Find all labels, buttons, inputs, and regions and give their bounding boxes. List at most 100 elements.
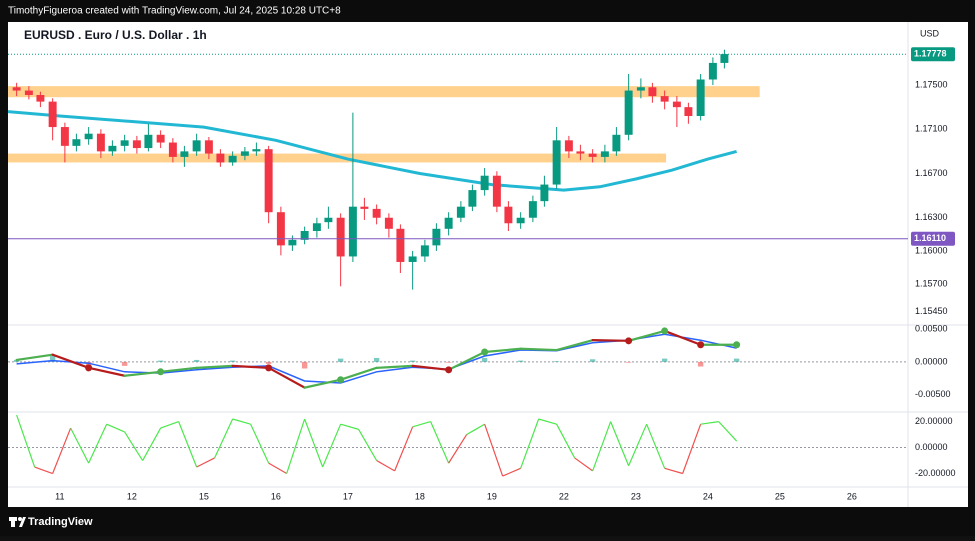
candle-body — [48, 101, 57, 128]
candle-body — [312, 223, 321, 232]
oscillator-segment — [394, 426, 414, 472]
y-tick-label: 1.17500 — [915, 79, 948, 89]
cross-dot — [85, 364, 93, 372]
candle-body — [432, 228, 441, 246]
macd-segment — [375, 364, 414, 369]
oscillator-segment — [340, 423, 359, 430]
oscillator-segment — [196, 457, 215, 468]
x-tick-label: 18 — [415, 491, 425, 501]
histogram-bar — [445, 361, 452, 363]
oscillator-segment — [574, 457, 593, 472]
oscillator-segment — [538, 418, 557, 425]
candle-body — [564, 140, 573, 152]
candle-body — [24, 90, 33, 95]
brand-name: TradingView — [28, 516, 93, 528]
macd-segment — [123, 370, 162, 377]
histogram-bar — [49, 355, 56, 362]
oscillator-segment — [304, 418, 324, 468]
histogram-bar — [157, 360, 164, 362]
oscillator-segment — [106, 423, 125, 433]
histogram-bar — [517, 360, 524, 362]
oscillator-segment — [358, 429, 378, 461]
cross-dot — [445, 366, 453, 374]
candle-body — [360, 206, 369, 209]
x-tick-label: 24 — [703, 491, 713, 501]
candle-body — [612, 134, 621, 152]
oscillator-segment — [664, 467, 683, 475]
x-tick-label: 12 — [127, 491, 137, 501]
candle-body — [456, 206, 465, 218]
histogram-bar — [409, 360, 416, 362]
candle-body — [480, 175, 489, 191]
macd-segment — [627, 329, 666, 342]
histogram-bar — [697, 361, 704, 367]
oscillator-segment — [520, 418, 540, 469]
cross-dot — [625, 337, 633, 345]
histogram-bar — [229, 360, 236, 362]
macd-segment — [195, 364, 234, 369]
moving-average — [7, 110, 737, 192]
macd-segment — [303, 378, 342, 389]
y-tick-label: -20.00000 — [915, 468, 956, 478]
candle-body — [636, 87, 645, 91]
histogram-bar — [553, 361, 560, 362]
chart-area — [8, 22, 968, 507]
candle-body — [324, 217, 333, 223]
cross-dot — [733, 341, 741, 349]
candle-body — [300, 231, 309, 240]
candle-body — [708, 62, 717, 80]
macd-segment — [231, 364, 270, 369]
candle-body — [288, 239, 297, 246]
candle-body — [396, 228, 405, 262]
oscillator-segment — [628, 423, 648, 466]
oscillator-segment — [142, 427, 162, 461]
candle-body — [336, 217, 345, 257]
y-tick-label: 1.15450 — [915, 306, 948, 316]
oscillator-segment — [16, 414, 36, 468]
y-tick-label: 0.00000 — [915, 356, 948, 366]
y-tick-label: 20.00000 — [915, 416, 953, 426]
price-label-box — [911, 47, 955, 62]
price-label: 1.17778 — [914, 49, 947, 59]
candle-body — [672, 101, 681, 108]
histogram-bar — [625, 361, 632, 363]
candle-body — [468, 190, 477, 207]
oscillator-segment — [556, 423, 576, 459]
candle-body — [228, 155, 237, 163]
oscillator-segment — [502, 467, 521, 477]
candle-body — [216, 153, 225, 163]
x-tick-label: 16 — [271, 491, 281, 501]
candle-body — [348, 206, 357, 257]
y-tick-label: 1.16300 — [915, 212, 948, 222]
macd-segment — [663, 329, 702, 346]
candle-body — [684, 107, 693, 116]
candle-body — [552, 140, 561, 185]
oscillator-segment — [214, 418, 234, 459]
candle-body — [72, 139, 81, 146]
x-tick-label: 17 — [343, 491, 353, 501]
candle-body — [60, 127, 69, 146]
candle-body — [156, 134, 165, 143]
histogram-bar — [265, 361, 272, 364]
oscillator-segment — [232, 418, 251, 425]
histogram-bar — [589, 359, 596, 362]
oscillator-segment — [718, 421, 738, 442]
x-tick-label: 26 — [847, 491, 857, 501]
x-tick-label: 23 — [631, 491, 641, 501]
cross-dot — [661, 327, 669, 335]
oscillator-segment — [430, 421, 450, 464]
x-tick-label: 22 — [559, 491, 569, 501]
oscillator-segment — [88, 423, 108, 464]
macd-segment — [267, 366, 306, 389]
candle-body — [144, 134, 153, 149]
oscillator-segment — [592, 421, 612, 472]
candle-body — [168, 142, 177, 157]
oscillator-segment — [250, 423, 270, 464]
candle-body — [372, 208, 381, 218]
macd-segment — [339, 366, 378, 381]
price-label: 1.16110 — [914, 233, 946, 243]
cross-dot — [337, 376, 345, 384]
zone — [8, 86, 760, 98]
cross-dot — [157, 368, 165, 376]
